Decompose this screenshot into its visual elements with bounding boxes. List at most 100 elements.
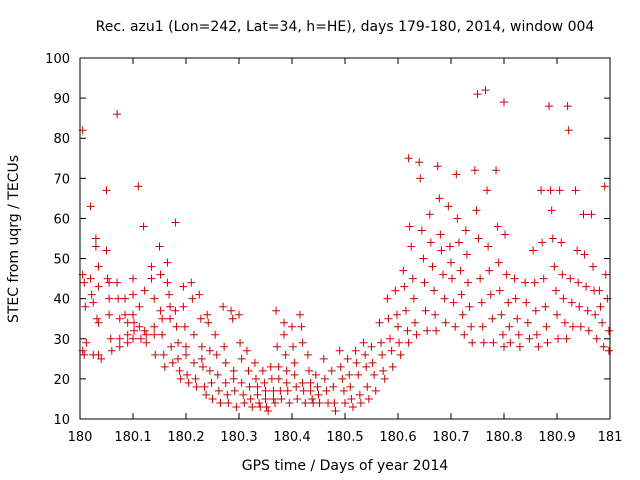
data-point bbox=[362, 362, 371, 371]
data-point bbox=[135, 322, 144, 331]
data-point bbox=[604, 326, 613, 335]
data-point bbox=[522, 298, 531, 307]
data-point bbox=[448, 274, 457, 283]
data-point bbox=[592, 334, 601, 343]
data-point bbox=[559, 294, 568, 303]
data-point bbox=[171, 306, 180, 315]
data-point bbox=[467, 322, 476, 331]
data-point bbox=[299, 386, 308, 395]
data-point bbox=[472, 206, 481, 215]
data-point bbox=[558, 270, 567, 279]
y-tick-label: 30 bbox=[53, 333, 70, 348]
data-point bbox=[541, 302, 550, 311]
data-point bbox=[460, 330, 469, 339]
data-point bbox=[356, 398, 365, 407]
data-point bbox=[468, 338, 477, 347]
data-point bbox=[208, 394, 217, 403]
axis-ticks: 180 180.1 180.2 180.3 180.4 180.5 180.6 180.7 18… bbox=[45, 52, 622, 445]
data-point bbox=[81, 302, 90, 311]
data-point bbox=[260, 378, 269, 387]
data-point bbox=[537, 186, 546, 195]
data-point bbox=[86, 274, 95, 283]
data-point bbox=[361, 350, 370, 359]
data-point bbox=[237, 354, 246, 363]
data-point bbox=[207, 378, 216, 387]
data-point bbox=[250, 358, 259, 367]
data-point bbox=[282, 378, 291, 387]
data-point bbox=[573, 246, 582, 255]
data-point bbox=[123, 338, 132, 347]
data-point bbox=[489, 338, 498, 347]
data-point bbox=[497, 310, 506, 319]
data-point bbox=[228, 314, 237, 323]
data-point bbox=[383, 294, 392, 303]
data-point bbox=[115, 342, 124, 351]
data-point bbox=[253, 390, 262, 399]
data-point bbox=[139, 222, 148, 231]
data-point bbox=[351, 346, 360, 355]
y-tick-label: 10 bbox=[53, 413, 70, 428]
data-point bbox=[423, 326, 432, 335]
data-point bbox=[525, 334, 534, 343]
data-point bbox=[253, 382, 262, 391]
data-point bbox=[196, 314, 205, 323]
data-point bbox=[205, 346, 214, 355]
data-point bbox=[457, 290, 466, 299]
data-point bbox=[180, 322, 189, 331]
data-point bbox=[223, 390, 232, 399]
data-point bbox=[308, 394, 317, 403]
data-point bbox=[102, 186, 111, 195]
data-point bbox=[481, 86, 490, 95]
data-point bbox=[163, 278, 172, 287]
data-point bbox=[295, 310, 304, 319]
data-point bbox=[399, 266, 408, 275]
data-point bbox=[327, 366, 336, 375]
data-point bbox=[538, 238, 547, 247]
data-point bbox=[172, 322, 181, 331]
x-tick-label: 180.1 bbox=[114, 430, 151, 445]
data-point bbox=[315, 398, 324, 407]
data-point bbox=[587, 210, 596, 219]
data-point bbox=[94, 318, 103, 327]
data-point bbox=[485, 266, 494, 275]
data-point bbox=[371, 386, 380, 395]
data-point bbox=[426, 238, 435, 247]
data-point bbox=[345, 370, 354, 379]
data-point bbox=[494, 258, 503, 267]
data-point bbox=[387, 346, 396, 355]
data-point bbox=[462, 250, 471, 259]
data-point bbox=[189, 330, 198, 339]
data-point bbox=[546, 186, 555, 195]
data-point bbox=[82, 338, 91, 347]
data-point bbox=[269, 394, 278, 403]
data-point bbox=[451, 322, 460, 331]
data-point bbox=[574, 278, 583, 287]
y-tick-label: 20 bbox=[53, 373, 70, 388]
data-point bbox=[142, 330, 151, 339]
data-point bbox=[183, 370, 192, 379]
data-point bbox=[401, 306, 410, 315]
data-point bbox=[202, 390, 211, 399]
data-point bbox=[400, 282, 409, 291]
data-point bbox=[280, 318, 289, 327]
data-point bbox=[163, 258, 172, 267]
data-point bbox=[322, 386, 331, 395]
data-point bbox=[409, 294, 418, 303]
data-point bbox=[195, 290, 204, 299]
data-point bbox=[301, 398, 310, 407]
data-point bbox=[571, 186, 580, 195]
data-point bbox=[341, 398, 349, 407]
data-point bbox=[266, 362, 275, 371]
data-point bbox=[370, 370, 379, 379]
data-point bbox=[449, 298, 458, 307]
data-point bbox=[313, 382, 322, 391]
y-tick-label: 50 bbox=[53, 253, 70, 268]
data-point bbox=[604, 346, 613, 355]
data-point bbox=[147, 262, 156, 271]
data-point bbox=[269, 386, 278, 395]
data-point bbox=[511, 294, 520, 303]
data-point bbox=[404, 154, 413, 163]
data-point bbox=[289, 342, 298, 351]
y-tick-label: 40 bbox=[53, 293, 70, 308]
data-point bbox=[87, 290, 96, 299]
